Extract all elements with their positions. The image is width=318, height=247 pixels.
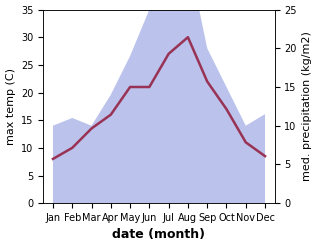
Y-axis label: med. precipitation (kg/m2): med. precipitation (kg/m2) [302, 31, 313, 181]
Y-axis label: max temp (C): max temp (C) [5, 68, 16, 145]
X-axis label: date (month): date (month) [113, 228, 205, 242]
